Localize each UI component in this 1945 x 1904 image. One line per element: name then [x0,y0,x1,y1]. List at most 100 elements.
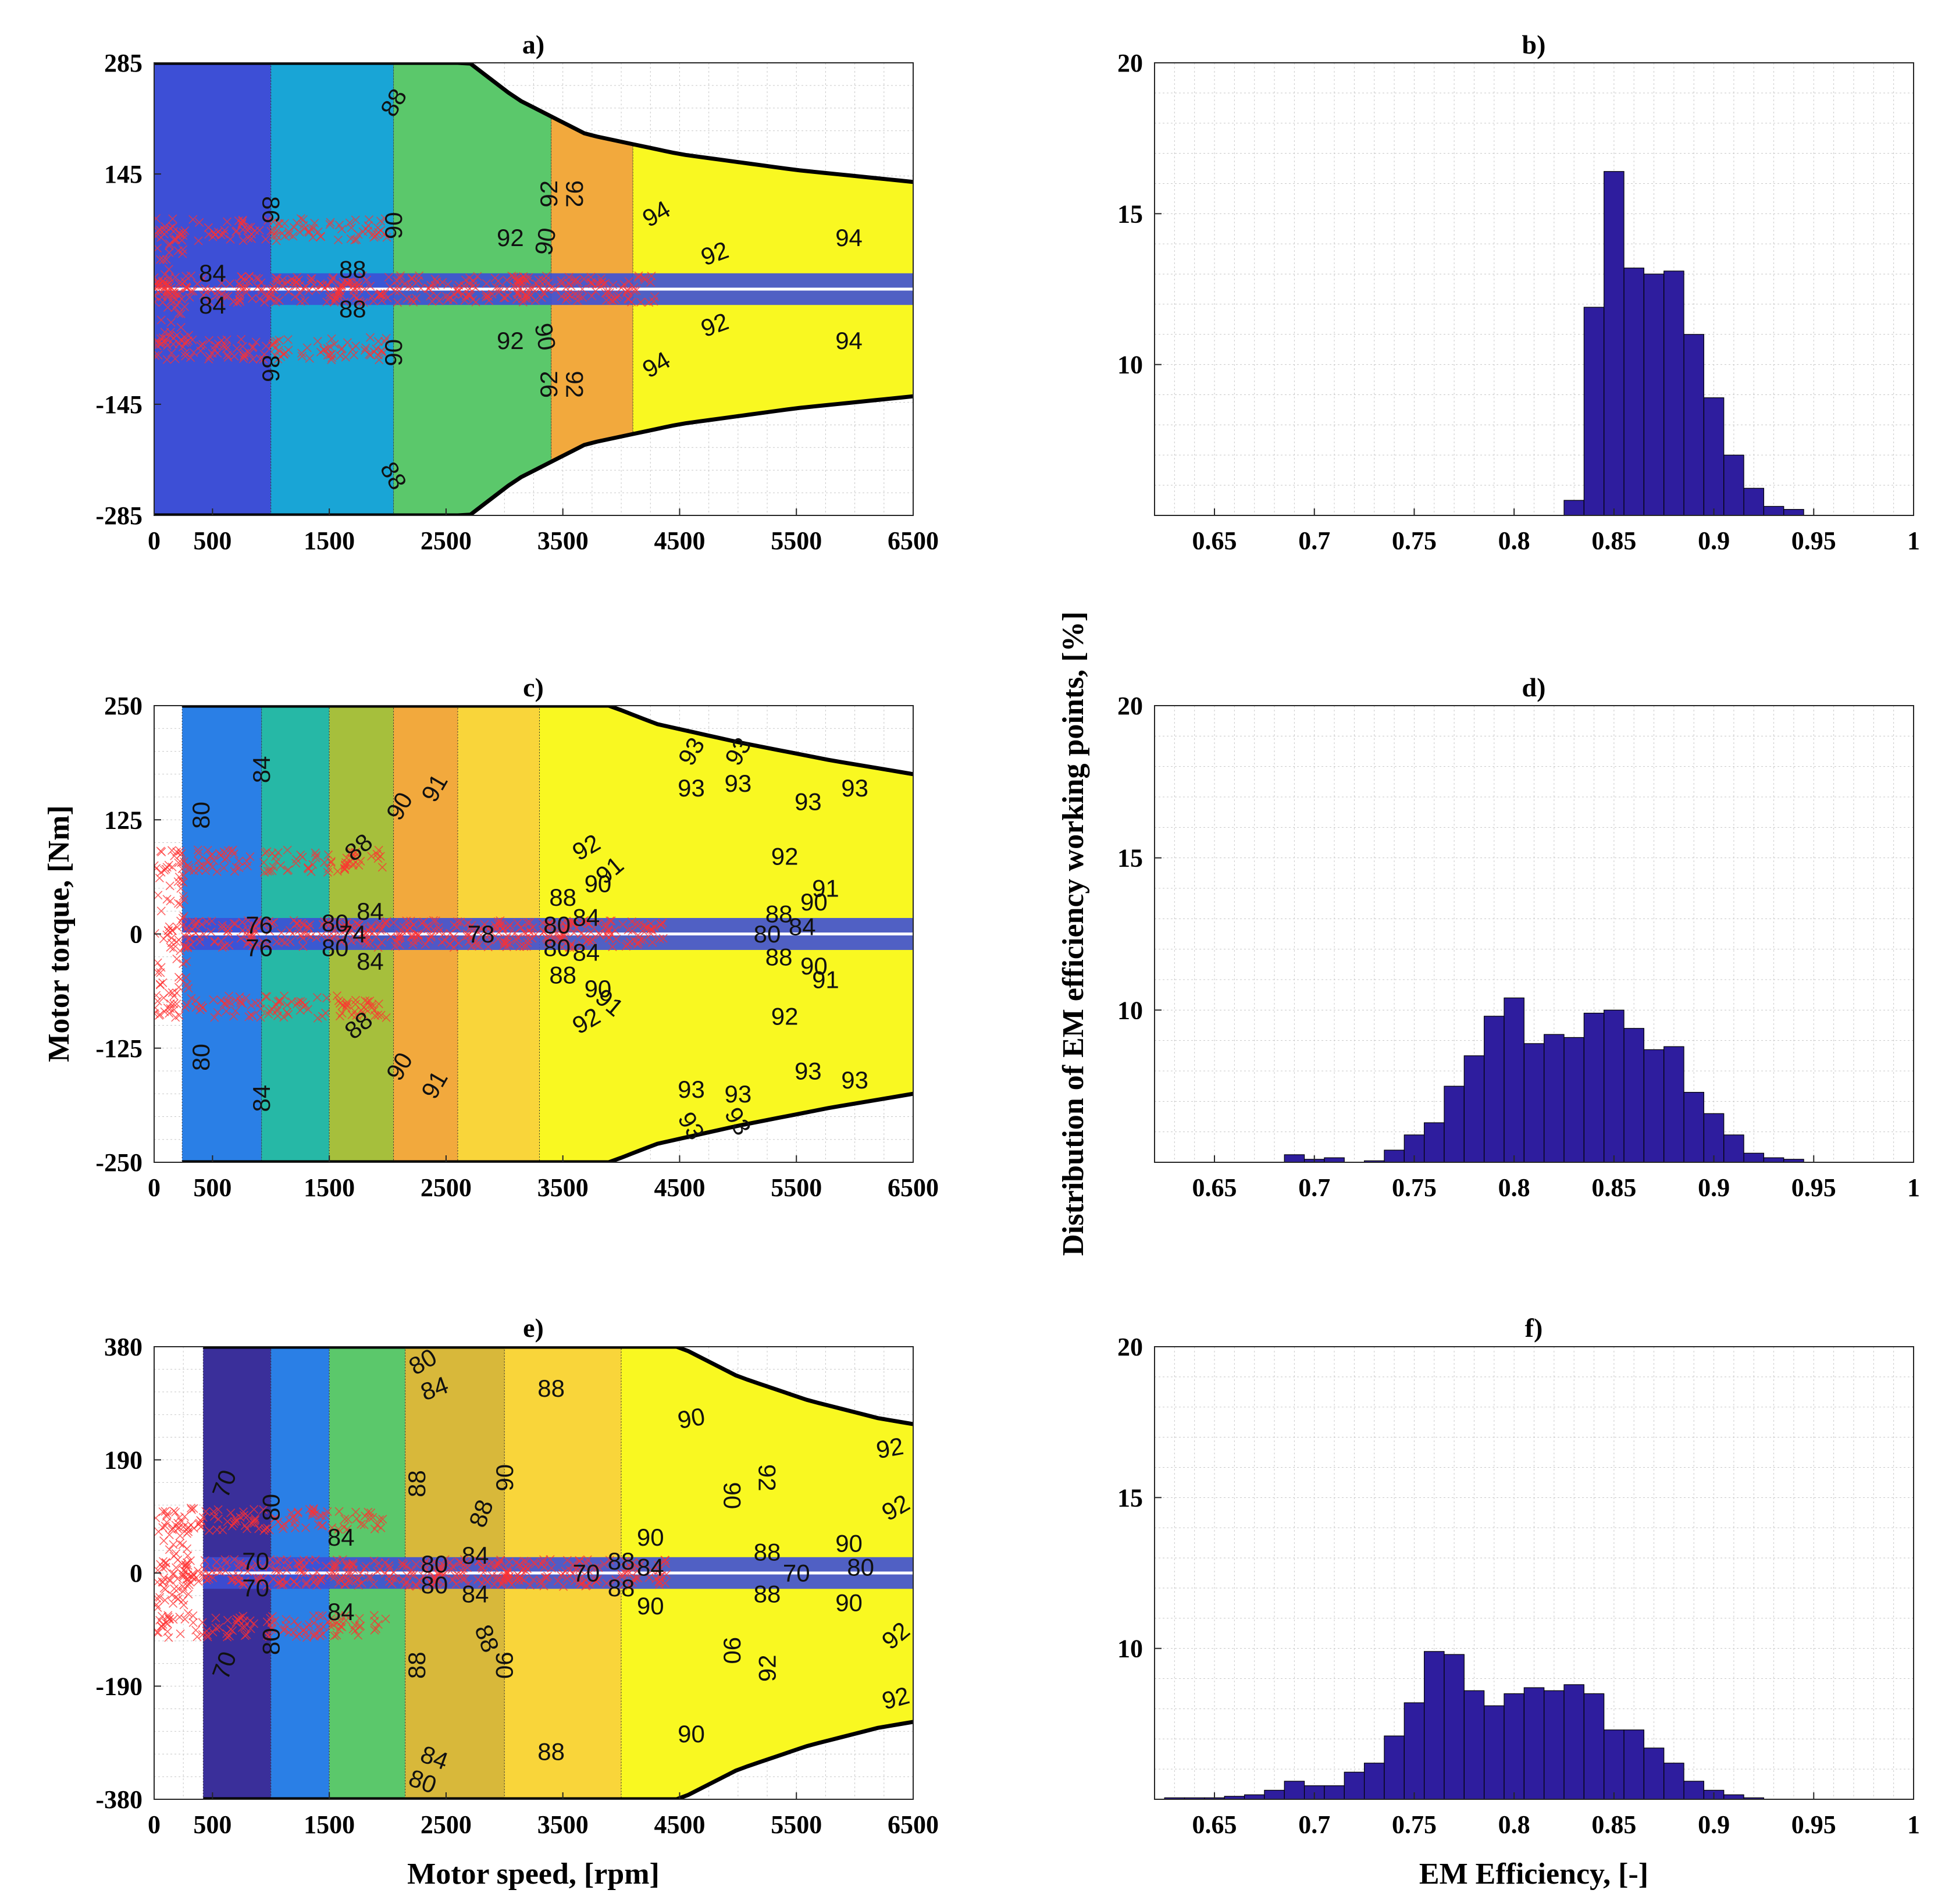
operating-point [240,348,250,358]
operating-point [507,271,516,280]
operating-point [578,293,587,302]
operating-point [359,1520,369,1529]
operating-point [238,275,248,284]
operating-point [167,846,177,855]
operating-point [476,924,486,933]
operating-point [540,1563,549,1572]
operating-point [179,912,188,921]
x-tick-label: 1 [1907,1173,1920,1202]
operating-point [194,848,203,857]
x-tick-label: 0.95 [1791,526,1836,555]
operating-point [454,1557,464,1567]
contour-label: 84 [327,1524,355,1551]
operating-point [255,1574,264,1583]
x-tick-label: 3500 [537,1810,589,1839]
operating-point [283,335,293,344]
operating-point [172,1549,181,1558]
operating-point [330,1631,339,1640]
operating-point [299,1555,308,1564]
histogram-bar [1743,487,1765,516]
operating-point [373,337,383,346]
histogram-bar [1604,171,1625,516]
operating-point [154,997,162,1006]
histogram-bar [1623,268,1644,516]
operating-point [647,1565,657,1575]
operating-point [523,294,532,303]
operating-point [343,1515,352,1524]
panel-a-title: a) [522,30,544,59]
operating-point [272,276,281,286]
operating-point [417,919,426,928]
operating-point [345,218,354,227]
operating-point [448,1575,458,1585]
contour-label: 93 [795,1058,822,1085]
operating-point [247,234,256,243]
operating-point [343,918,352,927]
operating-point [168,214,177,223]
y-tick-label: 190 [104,1446,143,1475]
operating-point [193,845,202,855]
operating-point [172,988,181,998]
histogram-bar [1743,1152,1765,1163]
operating-point [366,1508,376,1518]
operating-point [490,1563,499,1572]
operating-point [284,1009,293,1019]
operating-point [605,1556,614,1565]
panel-f-title: f) [1525,1313,1543,1343]
x-tick-label: 0 [148,1173,161,1202]
operating-point [154,864,161,873]
operating-point [326,858,336,867]
contour-label: 88 [549,884,576,911]
operating-point [548,921,557,930]
max-torque-envelope [154,63,913,184]
operating-point [301,1000,310,1009]
operating-point [421,939,430,949]
x-tick-label: 0.9 [1698,1810,1730,1839]
operating-point [576,1580,586,1589]
panel-e-heatmap-zones [202,1347,913,1799]
operating-point [229,1571,238,1581]
operating-point [351,995,360,1005]
operating-point [622,286,632,296]
operating-point [447,1565,457,1574]
operating-point [375,1515,384,1524]
operating-point [188,335,197,344]
operating-point [172,954,181,963]
operating-point [206,851,215,860]
operating-point [318,920,327,929]
operating-point [154,350,163,360]
panel-b-plot-area [1155,63,1914,515]
operating-point [536,1579,546,1588]
operating-point [165,330,174,340]
operating-point [162,1510,172,1519]
operating-point [236,284,245,293]
operating-point [182,1529,192,1538]
operating-point [211,340,220,350]
operating-point [282,1555,291,1564]
operating-point [216,297,225,307]
operating-point [458,1567,468,1576]
operating-point [175,1613,184,1622]
operating-point [494,928,503,937]
operating-point [223,1517,232,1526]
contour-label: 84 [248,1085,275,1112]
operating-point [486,927,496,937]
x-tick-label: 0.75 [1392,1810,1437,1839]
operating-point [554,923,564,933]
operating-point [626,1564,636,1573]
operating-point [155,255,165,264]
operating-point [518,297,528,307]
operating-point [371,1011,380,1020]
contour-label: 92 [771,843,799,870]
operating-point [409,1570,418,1579]
operating-point [174,983,184,992]
contour-label: 92 [535,180,562,208]
x-tick-label: 1500 [304,526,355,555]
operating-point [419,1571,428,1581]
operating-point [466,291,475,300]
operating-point [200,1564,209,1574]
panel-f-x-ticks: 0.65 0.7 0.75 0.8 0.85 0.9 0.95 1 [1192,1792,1920,1839]
contour-label: 92 [497,327,524,354]
operating-point [573,296,582,305]
operating-point [499,293,508,302]
